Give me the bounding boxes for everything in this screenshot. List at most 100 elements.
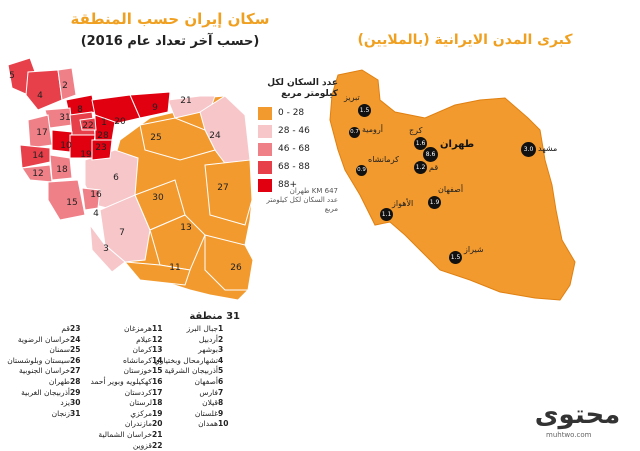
province-3 — [89, 223, 126, 273]
region-label-21: 21 — [180, 96, 191, 106]
province-number: 30 — [70, 398, 81, 408]
province-number: 27 — [70, 366, 81, 376]
region-label-18: 18 — [56, 165, 68, 175]
city-kermanshah-marker: 0.9 — [356, 165, 367, 176]
right-map — [329, 69, 576, 301]
province-name: يزد — [60, 398, 70, 408]
province-15 — [47, 179, 86, 221]
province-number: 22 — [152, 440, 163, 450]
province-name: فارس — [199, 387, 218, 397]
region-label-20: 20 — [114, 117, 126, 127]
province-23 — [91, 139, 113, 161]
region-label-6: 6 — [113, 173, 119, 183]
legend-swatch — [258, 178, 272, 192]
province-2 — [57, 67, 77, 101]
province-name: كرمان — [132, 345, 152, 355]
province-number: 8 — [218, 398, 224, 408]
province-name: كهكيلويه وبوير أحمد — [90, 376, 152, 386]
province-number: 1 — [218, 324, 224, 333]
province-list-item: 12عيلام — [90, 335, 170, 346]
region-label-8: 8 — [77, 105, 83, 115]
city-isfahan-label: أصفهان — [438, 185, 464, 194]
density-legend: عدد السكان لكل كيلومتر مربع 0 - 28 28 - … — [258, 78, 338, 194]
city-kermanshah-value: 0.9 — [357, 167, 366, 173]
city-karaj-label: كرج — [409, 126, 423, 135]
region-label-22: 22 — [82, 121, 93, 131]
province-number: 26 — [70, 355, 81, 365]
city-tabriz-marker: 1.5 — [358, 104, 371, 117]
province-name: أصفهان — [194, 376, 219, 386]
region-label-11: 11 — [169, 263, 180, 273]
city-mashhad-marker: 3.0 — [521, 142, 536, 157]
province-list-item: 7فارس — [170, 388, 236, 399]
province-list-item: 15خوزستان — [90, 366, 170, 377]
city-tehran-label: طهران — [440, 139, 475, 150]
province-list-item: 29أذربيجان الغربية — [8, 388, 88, 399]
province-list-item: 14كرمانشاه — [90, 356, 170, 367]
province-list-item: 21خراسان الشمالية — [90, 430, 170, 441]
province-list-item: 4تشهارمحال وبختياري — [154, 355, 236, 367]
province-name: لرستان — [129, 398, 152, 408]
city-karaj-marker: 1.6 — [414, 137, 427, 150]
region-label-30: 30 — [152, 193, 164, 203]
region-label-14: 14 — [32, 151, 44, 161]
city-tehran-value: 8.6 — [425, 151, 436, 158]
province-name: أذربيجان الغربية — [21, 387, 70, 397]
province-number: 13 — [152, 345, 163, 355]
province-27 — [204, 159, 253, 226]
city-isfahan-marker: 1.9 — [428, 196, 441, 209]
province-name: بوشهر — [198, 345, 218, 355]
province-name: خوزستان — [123, 366, 152, 376]
province-number: 3 — [218, 345, 224, 355]
province-number: 7 — [218, 387, 224, 397]
province-name: خراسان الجنوبية — [18, 366, 70, 376]
province-number: 20 — [152, 419, 163, 429]
city-urmia-marker: 0.7 — [349, 127, 360, 138]
provinces-column-3: 23قم 24خراسان الرضوية 25سمنان 26سيستان وبلو… — [7, 324, 88, 419]
province-14 — [19, 144, 51, 169]
legend-label: 28 - 46 — [278, 126, 310, 136]
province-list-item: 5أذربيجان الشرقية — [165, 366, 236, 377]
city-isfahan-value: 1.9 — [429, 199, 440, 206]
province-number: 2 — [218, 334, 224, 344]
province-name: سيستان وبلوشستان — [7, 355, 70, 365]
province-number: 16 — [152, 376, 163, 386]
provinces-column-1: 1جبال البرز 2أردبيل 3بوشهر 4تشهارمحال وبختي… — [154, 324, 236, 430]
province-name: قزوين — [132, 440, 152, 450]
region-label-4: 4 — [37, 91, 43, 101]
province-11 — [123, 261, 191, 286]
province-name: غلستان — [194, 408, 218, 418]
province-number: 21 — [152, 429, 163, 439]
region-label-10: 10 — [60, 141, 72, 151]
province-number: 4 — [218, 355, 224, 365]
legend-swatch — [258, 160, 272, 174]
legend-header: عدد السكان لكل كيلومتر مربع — [267, 78, 338, 99]
right-map-title: كبرى المدن الايرانية (بالملايين) — [357, 32, 573, 48]
province-number: 5 — [218, 366, 224, 376]
city-mashhad-label: مشهد — [538, 144, 558, 153]
province-list-item: 2أردبيل — [170, 335, 236, 346]
province-number: 6 — [218, 376, 224, 386]
province-20 — [91, 94, 141, 126]
province-list-item: 18لرستان — [90, 398, 170, 409]
province-18 — [49, 154, 73, 181]
city-kermanshah-label: كرمانشاه — [368, 155, 399, 164]
province-list-item: 6أصفهان — [170, 377, 236, 388]
city-ahvaz-label: الأهواز — [392, 199, 414, 208]
region-label-7: 7 — [119, 228, 125, 238]
province-list-item: 1جبال البرز — [170, 324, 236, 335]
province-number: 11 — [152, 324, 163, 333]
note-line-2: عدد السكان لكل كيلومتر مربع — [266, 196, 338, 213]
legend-row: 88+ — [258, 176, 338, 194]
legend-row: 46 - 68 — [258, 140, 338, 158]
legend-label: 88+ — [278, 180, 297, 190]
province-name: مركزي — [130, 408, 152, 418]
province-name: كرمانشاه — [122, 355, 152, 365]
region-label-16: 16 — [90, 190, 102, 200]
legend-label: 0 - 28 — [278, 108, 305, 118]
province-list-item: 30يزد — [8, 398, 88, 409]
region-label-17: 17 — [36, 128, 47, 138]
site-logo: محتوى muhtwo.com — [520, 400, 635, 440]
province-number: 9 — [218, 408, 224, 418]
province-name: تشهارمحال وبختياري — [154, 355, 218, 365]
